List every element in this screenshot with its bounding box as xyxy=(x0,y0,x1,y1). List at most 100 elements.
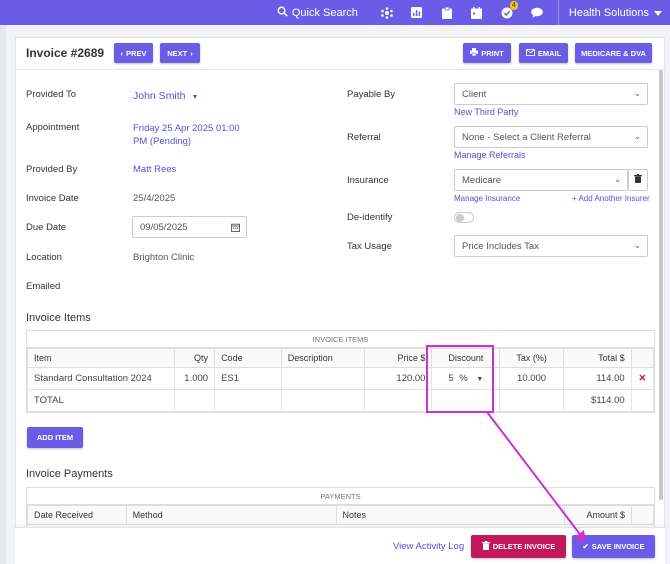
payable-by-select[interactable]: Client ⌄ xyxy=(454,83,648,105)
prev-button[interactable]: ‹ PREV xyxy=(114,43,153,63)
location-value: Brighton Clinic xyxy=(133,252,195,263)
referral-select[interactable]: None - Select a Client Referral ⌄ xyxy=(454,126,648,148)
appointment-label: Appointment xyxy=(26,122,80,133)
table-row: Standard Consultation 2024 1.000 ES1 120… xyxy=(27,367,655,390)
grand-total-value: $114.00 xyxy=(562,389,632,412)
discount-value: 5 xyxy=(448,373,454,384)
emailed-label: Emailed xyxy=(26,281,61,292)
empty-cell xyxy=(630,389,655,412)
chevron-down-icon: ⌄ xyxy=(634,132,641,141)
calendar-icon[interactable] xyxy=(471,6,483,19)
table-header-row: Date Received Method Notes Amount $ xyxy=(27,505,654,525)
chart-icon[interactable] xyxy=(411,7,423,19)
chevron-down-icon xyxy=(654,7,662,19)
provided-to-client[interactable]: John Smith ▼ xyxy=(133,90,198,102)
empty-cell xyxy=(431,389,501,412)
empty-cell xyxy=(173,389,216,412)
col-actions xyxy=(630,348,655,368)
manage-referrals-link[interactable]: Manage Referrals xyxy=(454,150,526,160)
org-name: Health Solutions xyxy=(568,6,649,19)
table-header-row: Item Qty Code Description Price $ Discou… xyxy=(27,348,655,368)
col-description: Description xyxy=(280,348,365,368)
due-date-label: Due Date xyxy=(26,222,67,233)
caret-down-icon[interactable]: ▼ xyxy=(476,376,484,383)
delete-invoice-button[interactable]: DELETE INVOICE xyxy=(471,535,566,558)
next-button[interactable]: NEXT › xyxy=(160,43,200,63)
network-icon[interactable] xyxy=(381,6,393,19)
new-third-party-link[interactable]: New Third Party xyxy=(454,107,519,117)
chevron-down-icon: ⌄ xyxy=(634,241,641,250)
chevron-left-icon: ‹ xyxy=(120,48,124,58)
notification-badge: 4 xyxy=(509,0,518,10)
empty-cell xyxy=(214,389,282,412)
email-button[interactable]: EMAIL xyxy=(519,43,568,63)
search-icon xyxy=(277,6,288,20)
quick-search-label: Quick Search xyxy=(291,6,358,19)
invoice-payments-heading: Invoice Payments xyxy=(26,468,113,480)
org-switcher[interactable]: Health Solutions xyxy=(569,7,662,19)
empty-cell xyxy=(280,389,365,412)
print-button[interactable]: PRINT xyxy=(463,43,511,63)
left-sidebar-edge xyxy=(0,25,6,564)
total-row: TOTAL $114.00 xyxy=(27,389,655,412)
remove-item-icon[interactable]: ✕ xyxy=(630,367,655,390)
total-label: TOTAL xyxy=(27,389,175,412)
trash-icon xyxy=(481,541,490,552)
medicare-dva-button[interactable]: MEDICARE & DVA xyxy=(575,43,652,63)
description-cell[interactable] xyxy=(280,367,365,390)
total-cell: 114.00 xyxy=(562,367,632,390)
invoice-items-heading: Invoice Items xyxy=(26,312,91,324)
price-cell[interactable]: 120.00 xyxy=(363,367,433,390)
payments-table: PAYMENTS Date Received Method Notes Amou… xyxy=(26,487,655,527)
checkmark-icon: ✔ xyxy=(582,542,589,551)
clipboard-icon[interactable] xyxy=(441,6,453,19)
vertical-scrollbar[interactable] xyxy=(659,70,663,500)
deidentify-toggle[interactable] xyxy=(454,212,474,223)
payable-by-value: Client xyxy=(462,88,487,100)
item-name-cell[interactable]: Standard Consultation 2024 xyxy=(27,367,175,390)
tax-cell[interactable]: 10.000 xyxy=(499,367,564,390)
qty-cell[interactable]: 1.000 xyxy=(173,367,216,390)
add-item-button[interactable]: ADD ITEM xyxy=(27,427,83,448)
empty-cell xyxy=(499,389,564,412)
appointment-link[interactable]: Friday 25 Apr 2025 01:00 PM (Pending) xyxy=(133,122,240,148)
manage-insurance-link[interactable]: Manage Insurance xyxy=(454,194,521,203)
invoice-items-caption: INVOICE ITEMS xyxy=(27,331,654,348)
col-notes: Notes xyxy=(335,505,566,525)
discount-unit: % xyxy=(459,373,468,384)
col-total: Total $ xyxy=(562,348,632,368)
add-another-insurer-link[interactable]: + Add Another Insurer xyxy=(572,194,650,203)
chat-icon[interactable] xyxy=(531,7,543,19)
quick-search[interactable]: Quick Search xyxy=(277,6,358,20)
tax-usage-value: Price Includes Tax xyxy=(462,240,539,252)
footer-bar: View Activity Log DELETE INVOICE ✔ SAVE … xyxy=(15,527,665,564)
invoice-date-label: Invoice Date xyxy=(26,193,79,204)
tax-usage-label: Tax Usage xyxy=(347,241,392,252)
due-date-input[interactable]: 09/05/2025 xyxy=(132,216,247,238)
save-invoice-button[interactable]: ✔ SAVE INVOICE xyxy=(572,535,655,558)
col-item: Item xyxy=(27,348,175,368)
save-invoice-label: SAVE INVOICE xyxy=(591,542,645,551)
insurance-select[interactable]: Medicare ⌄ xyxy=(454,169,628,191)
provided-by-practitioner[interactable]: Matt Rees xyxy=(133,164,177,175)
caret-down-icon: ▼ xyxy=(191,94,199,101)
envelope-icon xyxy=(525,48,535,58)
tasks-check-icon[interactable]: 4 xyxy=(501,0,518,19)
delete-insurance-button[interactable] xyxy=(628,169,648,191)
due-date-value: 09/05/2025 xyxy=(140,221,188,233)
invoice-card: Invoice #2689 ‹ PREV NEXT › PRINT EMAIL … xyxy=(15,37,666,564)
col-discount: Discount xyxy=(431,348,501,368)
view-activity-log-link[interactable]: View Activity Log xyxy=(393,541,465,552)
tax-usage-select[interactable]: Price Includes Tax ⌄ xyxy=(454,235,648,257)
invoice-date-value: 25/4/2025 xyxy=(133,193,176,204)
calendar-icon[interactable] xyxy=(231,223,240,234)
col-amount: Amount $ xyxy=(564,505,633,525)
chevron-down-icon: ⌄ xyxy=(614,175,621,184)
invoice-items-table: INVOICE ITEMS Item Qty Code Description … xyxy=(26,330,655,413)
col-method: Method xyxy=(125,505,337,525)
code-cell[interactable]: ES1 xyxy=(214,367,282,390)
col-price: Price $ xyxy=(363,348,433,368)
chevron-right-icon: › xyxy=(190,48,193,58)
col-code: Code xyxy=(214,348,282,368)
discount-cell[interactable]: 5 % ▼ xyxy=(431,367,501,390)
